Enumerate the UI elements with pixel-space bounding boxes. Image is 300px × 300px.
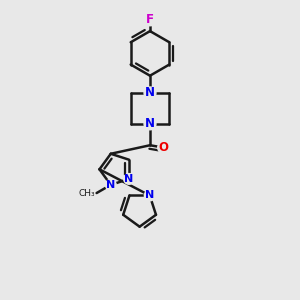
Circle shape [144,190,155,201]
Text: F: F [146,13,154,26]
Circle shape [144,118,156,130]
Text: N: N [124,174,134,184]
Circle shape [144,87,156,99]
Text: CH₃: CH₃ [79,188,95,197]
Text: N: N [145,86,155,99]
Text: O: O [159,141,169,154]
Text: N: N [145,190,154,200]
Text: N: N [145,117,155,130]
Circle shape [105,179,116,190]
Circle shape [158,142,170,154]
Text: N: N [106,180,116,190]
Circle shape [143,13,157,26]
Circle shape [124,174,134,184]
